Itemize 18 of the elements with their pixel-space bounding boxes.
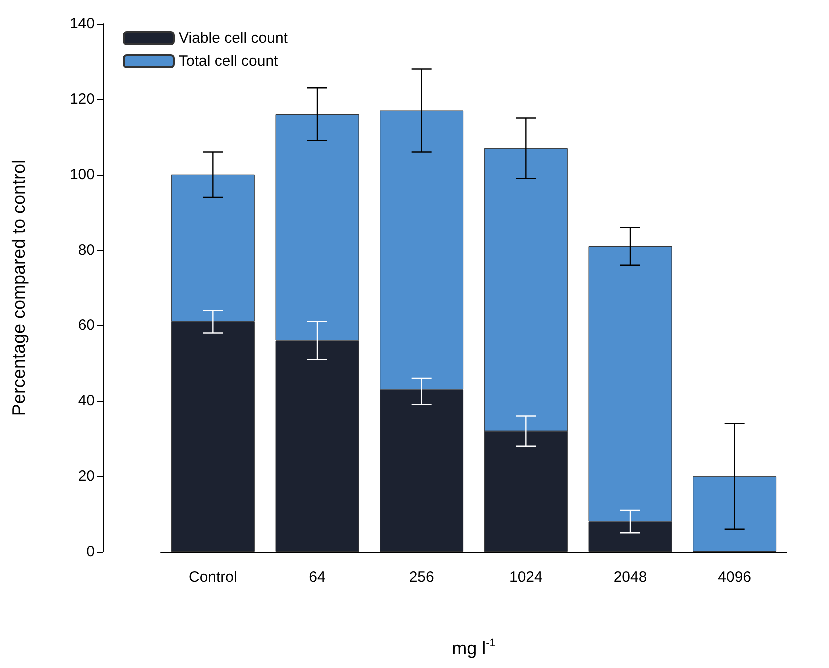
y-tick-label: 60 xyxy=(78,317,95,334)
legend-label: Total cell count xyxy=(179,53,280,70)
x-tick-label: 256 xyxy=(409,569,434,586)
y-tick-label: 100 xyxy=(70,166,95,184)
y-tick-label: 140 xyxy=(70,16,95,32)
x-tick-label: 64 xyxy=(309,569,326,586)
y-tick-label: 80 xyxy=(78,242,95,259)
x-tick-label: 2048 xyxy=(614,569,648,586)
y-tick-label: 120 xyxy=(70,90,95,108)
y-tick-label: 0 xyxy=(86,544,95,560)
y-tick-label: 20 xyxy=(78,468,95,486)
y-axis-title: Percentage compared to control xyxy=(9,160,29,416)
x-tick-label: Control xyxy=(188,569,238,586)
bar xyxy=(693,476,777,552)
legend-label: Viable cell count xyxy=(179,30,289,47)
y-tick-label: 40 xyxy=(78,392,95,410)
x-tick-label: 1024 xyxy=(509,569,543,586)
x-tick-label: 4096 xyxy=(718,569,752,586)
